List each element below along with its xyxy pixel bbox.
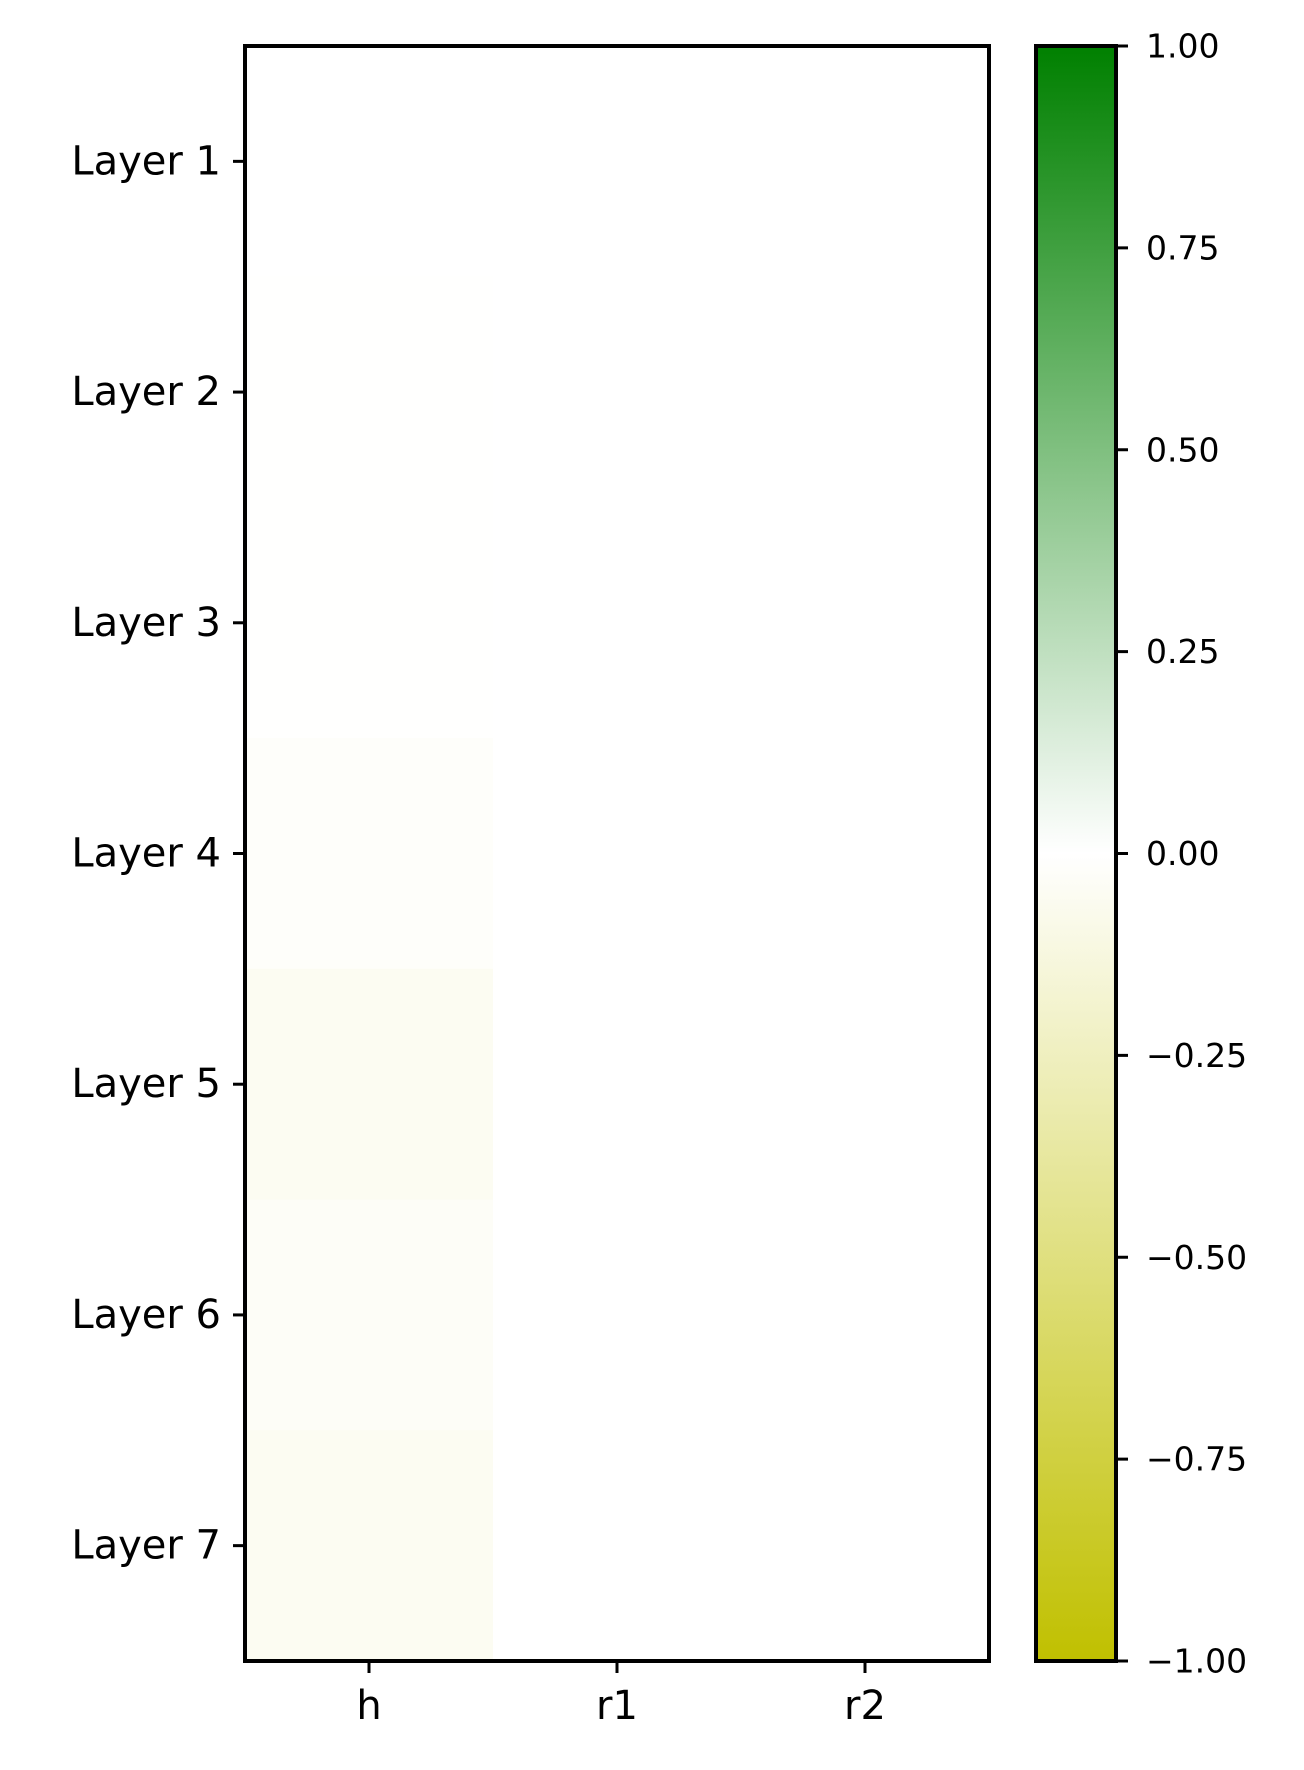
- heatmap-cell: [245, 1430, 494, 1662]
- colorbar-tick-label: −0.25: [1146, 1036, 1247, 1075]
- heatmap-cells: [245, 46, 990, 1662]
- colorbar-tick-label: −0.75: [1146, 1440, 1247, 1479]
- row-tick-label: Layer 7: [71, 1523, 221, 1569]
- heatmap-cell: [741, 46, 990, 278]
- heatmap-cell: [741, 1430, 990, 1662]
- column-tick-label: r1: [596, 1683, 638, 1729]
- heatmap-cell: [741, 738, 990, 970]
- row-tick-label: Layer 6: [71, 1292, 221, 1338]
- heatmap-cell: [245, 968, 494, 1201]
- heatmap-cell: [741, 507, 990, 739]
- column-tick-label: r2: [844, 1683, 886, 1729]
- colorbar-tick-label: 0.25: [1146, 632, 1219, 671]
- colorbar-tick-label: 0.50: [1146, 430, 1219, 469]
- row-tick-label: Layer 1: [71, 138, 221, 184]
- row-tick-label: Layer 4: [71, 831, 221, 877]
- column-axis: h r1 r2: [356, 1661, 886, 1729]
- heatmap-cell: [245, 507, 494, 739]
- heatmap-cell: [493, 738, 742, 970]
- heatmap-cell: [493, 507, 742, 739]
- heatmap-cell: [493, 46, 742, 278]
- colorbar-axis: 1.00 0.75 0.50 0.25 0.00 −0.25 −0.50 −0.75 −1.00: [1116, 27, 1247, 1681]
- colorbar-tick-label: 0.75: [1146, 228, 1219, 267]
- row-axis: Layer 1 Layer 2 Layer 3 Layer 4 Layer 5 Layer…: [71, 138, 245, 1569]
- heatmap-cell: [741, 276, 990, 508]
- heatmap-cell: [493, 1430, 742, 1662]
- row-tick-label: Layer 5: [71, 1061, 221, 1107]
- colorbar-tick-label: 1.00: [1146, 27, 1219, 66]
- heatmap-cell: [741, 1199, 990, 1431]
- colorbar-tick-label: −1.00: [1146, 1642, 1247, 1681]
- heatmap-cell: [493, 1199, 742, 1431]
- row-tick-label: Layer 2: [71, 369, 221, 415]
- heatmap-cell: [741, 968, 990, 1201]
- heatmap-cell: [245, 46, 494, 278]
- colorbar-tick-label: 0.00: [1146, 834, 1219, 873]
- colorbar: [1034, 44, 1118, 1663]
- column-tick-label: h: [356, 1683, 381, 1729]
- row-tick-label: Layer 3: [71, 600, 221, 646]
- heatmap-cell: [245, 738, 494, 970]
- heatmap-cell: [493, 968, 742, 1201]
- heatmap-cell: [245, 1199, 494, 1431]
- heatmap-cell: [493, 276, 742, 508]
- colorbar-tick-label: −0.50: [1146, 1238, 1247, 1277]
- heatmap-cell: [245, 276, 494, 508]
